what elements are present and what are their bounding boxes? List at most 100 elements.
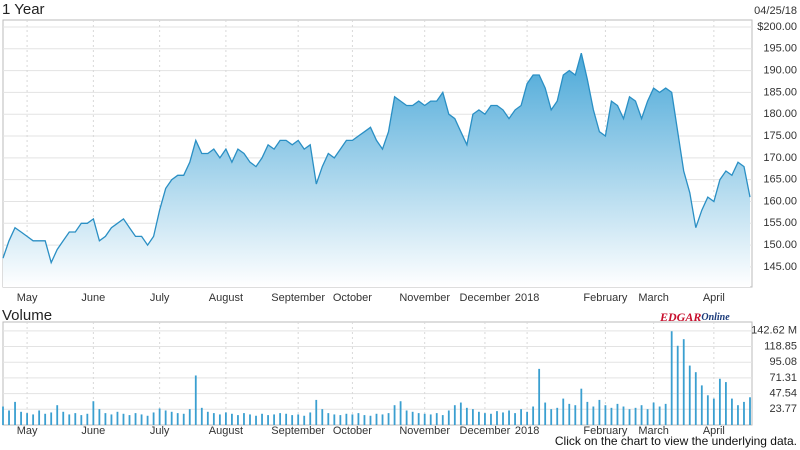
volume-bar xyxy=(471,409,474,425)
volume-bar xyxy=(423,413,426,425)
volume-bar xyxy=(562,398,565,425)
volume-bar xyxy=(44,413,47,425)
x-tick-label: July xyxy=(150,425,170,437)
volume-bar xyxy=(610,407,613,425)
volume-bar xyxy=(315,399,318,425)
volume-bar xyxy=(104,413,107,425)
volume-bar xyxy=(718,378,721,425)
volume-bar xyxy=(496,411,498,425)
volume-bar xyxy=(146,415,149,425)
volume-bar xyxy=(514,413,516,425)
volume-bar xyxy=(676,345,679,425)
volume-bar xyxy=(243,413,245,425)
x-tick-label: March xyxy=(638,425,669,437)
volume-bar xyxy=(743,401,745,425)
volume-bar xyxy=(592,406,595,425)
volume-bar xyxy=(634,407,637,425)
x-tick-label: May xyxy=(17,292,38,304)
x-tick-label: June xyxy=(81,425,105,437)
y-tick-label: 155.00 xyxy=(763,217,797,229)
volume-bar xyxy=(98,409,101,425)
volume-bar xyxy=(622,406,625,425)
volume-bar xyxy=(170,411,173,425)
volume-bar xyxy=(62,411,65,425)
volume-bar xyxy=(182,413,185,425)
volume-bar xyxy=(32,414,35,425)
volume-bar xyxy=(538,368,541,425)
volume-bar xyxy=(399,401,402,425)
volume-bar xyxy=(586,401,589,425)
volume-bar xyxy=(453,405,456,425)
x-tick-label: November xyxy=(399,292,450,304)
volume-bar xyxy=(725,382,727,425)
y-tick-label: 142.62 M xyxy=(751,325,797,337)
volume-bar xyxy=(134,413,137,425)
volume-bar xyxy=(279,413,282,425)
y-tick-label: 150.00 xyxy=(763,239,797,251)
y-tick-label: 95.08 xyxy=(769,356,797,368)
x-tick-label: October xyxy=(333,425,372,437)
x-tick-label: August xyxy=(209,425,243,437)
y-tick-label: 185.00 xyxy=(763,86,797,98)
volume-bar xyxy=(405,410,408,425)
volume-bar xyxy=(164,410,167,425)
date-label: 04/25/18 xyxy=(754,5,797,17)
volume-bar xyxy=(357,413,360,425)
volume-bar xyxy=(580,388,583,425)
volume-bar xyxy=(459,402,462,425)
volume-bar xyxy=(116,411,119,425)
volume-bar xyxy=(38,410,41,425)
volume-bar xyxy=(508,410,510,425)
volume-bar xyxy=(231,413,233,425)
x-tick-label: December xyxy=(460,292,511,304)
volume-bar xyxy=(345,413,348,425)
x-tick-label: October xyxy=(333,292,372,304)
x-tick-label: April xyxy=(703,292,725,304)
volume-bar xyxy=(526,411,529,425)
volume-bar xyxy=(682,339,685,425)
volume-bar xyxy=(321,409,324,425)
volume-bar xyxy=(369,415,372,425)
y-tick-label: 175.00 xyxy=(763,130,797,142)
y-tick-label: 160.00 xyxy=(763,195,797,207)
volume-bar xyxy=(664,403,667,425)
volume-bar xyxy=(688,365,691,425)
volume-bar xyxy=(706,395,709,425)
volume-bar xyxy=(56,405,59,425)
volume-bar xyxy=(176,413,179,425)
volume-bar xyxy=(26,413,28,425)
volume-bar xyxy=(273,414,275,425)
volume-bar xyxy=(200,407,203,425)
volume-bar xyxy=(544,402,547,425)
volume-bar xyxy=(50,412,53,425)
volume-bar xyxy=(411,411,414,425)
x-tick-label: 2018 xyxy=(515,425,539,437)
volume-bar xyxy=(640,405,643,425)
price-line xyxy=(2,53,751,265)
volume-bar xyxy=(297,414,300,425)
x-tick-label: February xyxy=(583,292,628,304)
x-tick-label: August xyxy=(209,292,243,304)
volume-bar xyxy=(387,413,390,425)
x-tick-label: May xyxy=(17,425,38,437)
volume-bar xyxy=(447,410,450,425)
brand-main: EDGAR xyxy=(659,310,701,324)
volume-bar xyxy=(363,415,366,425)
footer-note: Click on the chart to view the underlyin… xyxy=(555,434,797,448)
volume-bar xyxy=(212,413,215,425)
volume-bar xyxy=(484,413,486,425)
volume-bar xyxy=(291,415,294,425)
volume-bar xyxy=(303,415,306,425)
volume-bar xyxy=(737,405,739,425)
volume-bar xyxy=(646,409,649,425)
volume-bar xyxy=(375,413,378,425)
brand-logo: EDGAROnline xyxy=(659,310,730,324)
volume-bar xyxy=(255,415,257,425)
volume-bar xyxy=(604,405,607,425)
volume-bar xyxy=(694,372,697,425)
volume-bar xyxy=(218,414,221,425)
volume-bar xyxy=(68,414,71,425)
volume-bar xyxy=(92,401,95,425)
volume-bar xyxy=(429,414,432,425)
